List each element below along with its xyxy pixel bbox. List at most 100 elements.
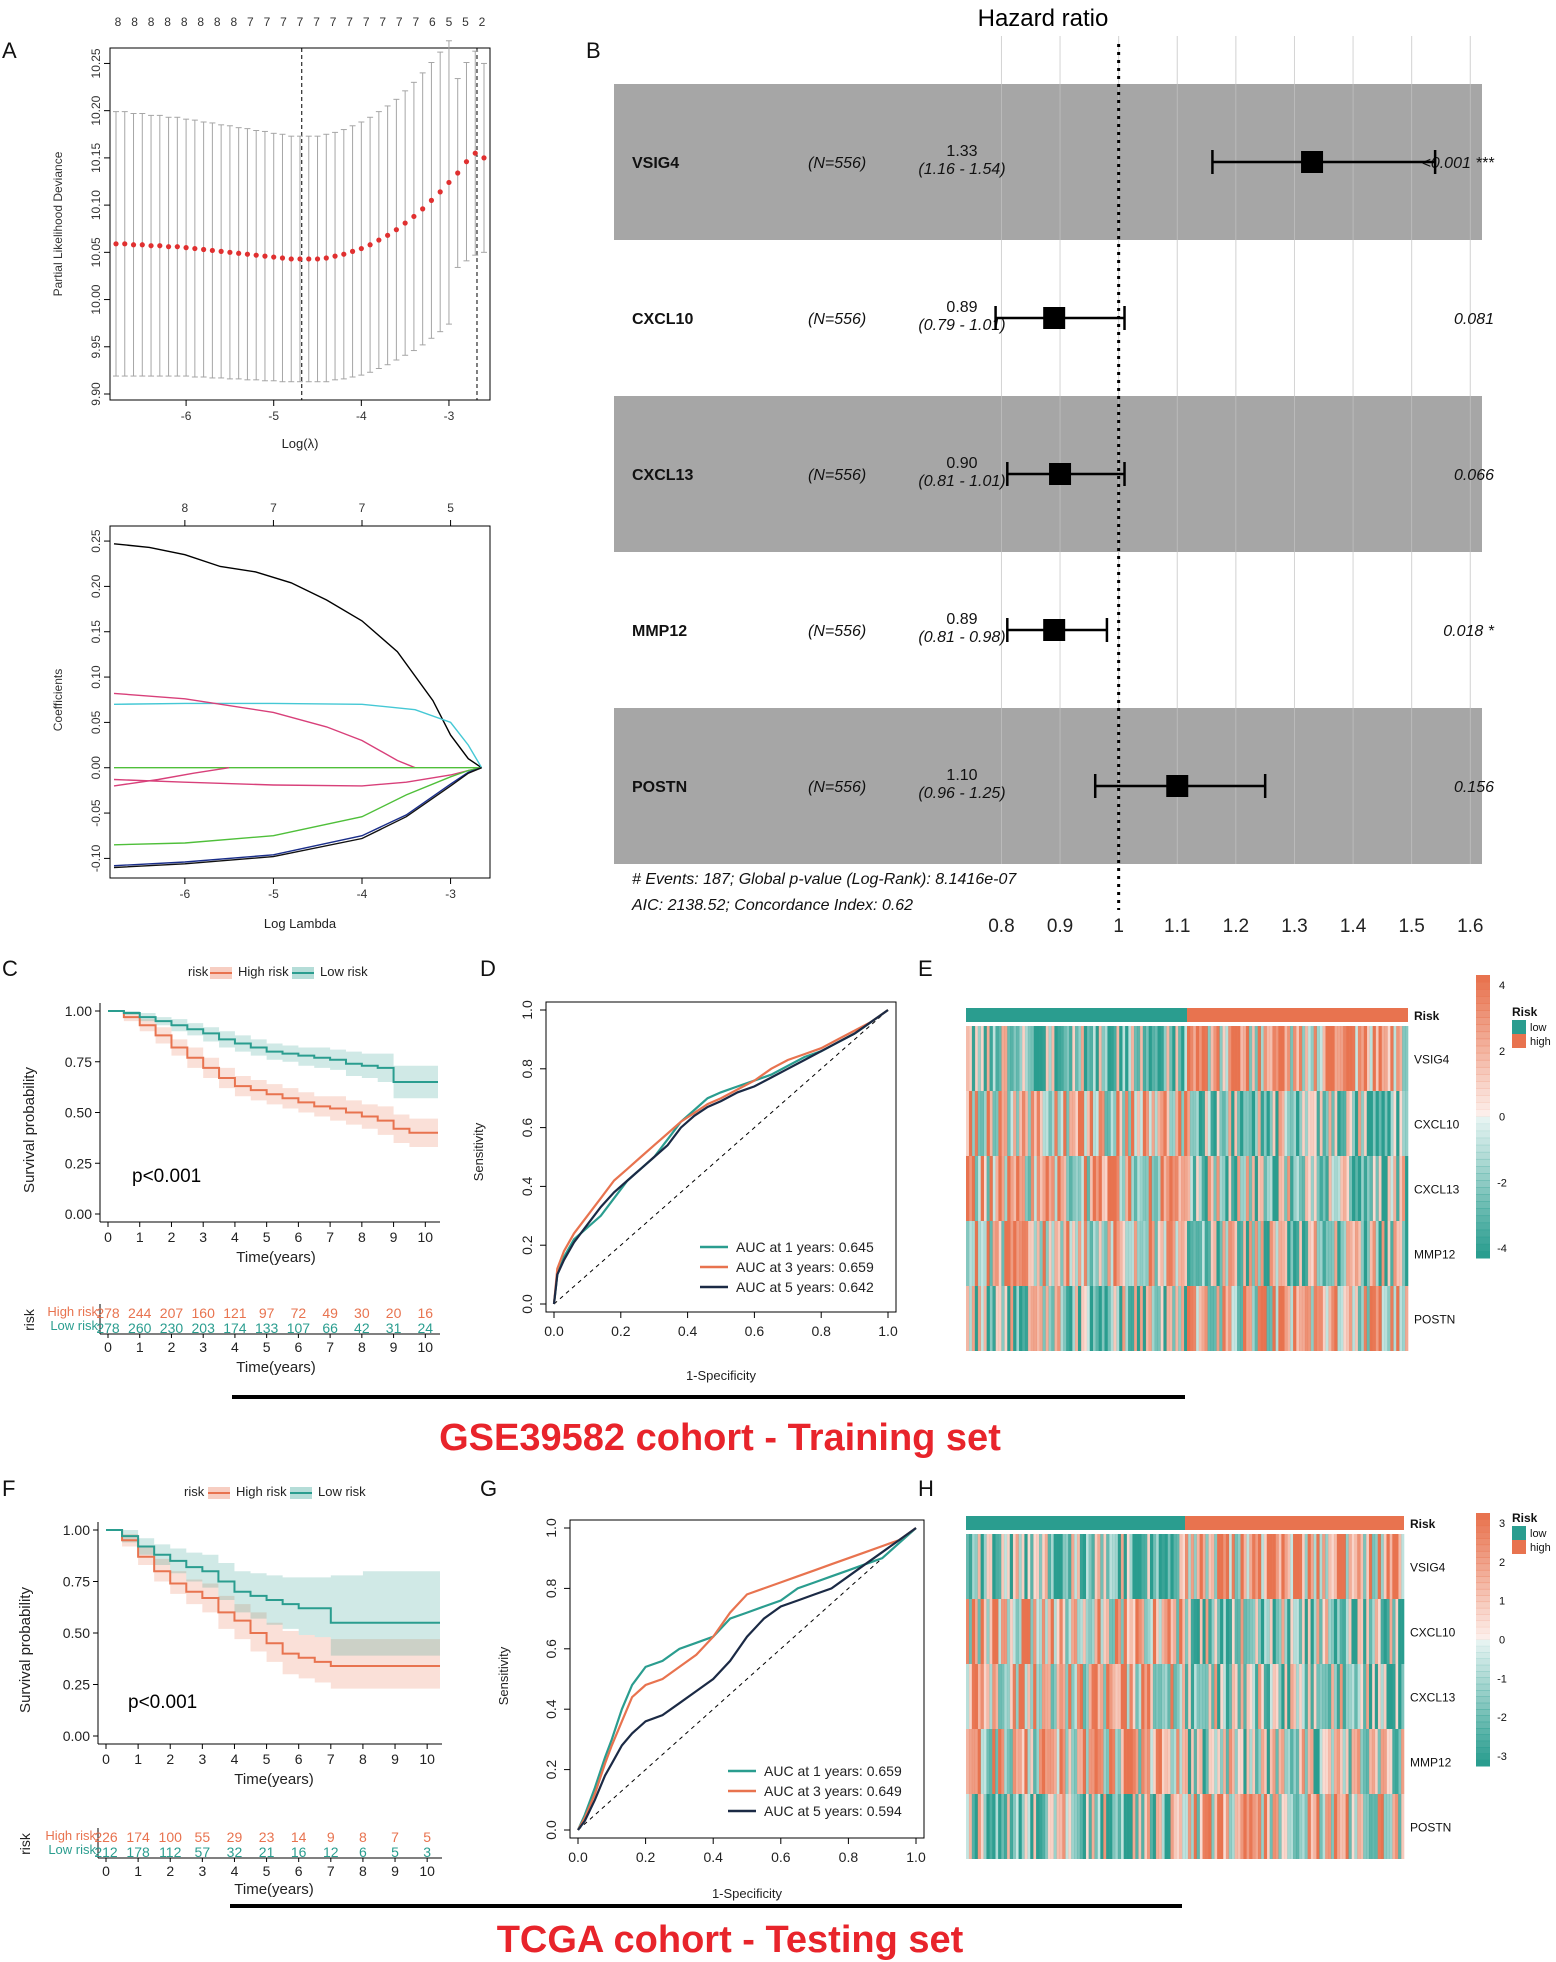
top-count-label: 7 <box>330 15 337 29</box>
top-count-label: 7 <box>412 15 419 29</box>
color-scale-step <box>1476 1519 1490 1527</box>
heatmap-cell <box>1119 1091 1123 1156</box>
heatmap-cell <box>1189 1026 1194 1091</box>
y-tick-label: 1.00 <box>63 1522 90 1538</box>
heatmap-cell <box>1339 1534 1343 1599</box>
heatmap-cell <box>1325 1729 1329 1794</box>
heatmap-cell <box>1152 1729 1157 1794</box>
heatmap-cell <box>1351 1599 1355 1664</box>
x-tick-label: 1.3 <box>1281 916 1307 937</box>
heatmap-cell <box>1044 1599 1049 1664</box>
heatmap-cell <box>1346 1026 1350 1091</box>
heatmap-cell <box>1027 1534 1031 1599</box>
heatmap-cell <box>1260 1156 1264 1221</box>
heatmap-cell <box>1222 1729 1227 1794</box>
heatmap-cell <box>966 1286 970 1351</box>
heatmap-cell <box>1135 1794 1139 1859</box>
heatmap-cell <box>1185 1599 1189 1664</box>
heatmap-cell <box>1325 1794 1329 1859</box>
risk-table-x-tick: 3 <box>198 1863 206 1879</box>
heatmap-cell <box>1189 1091 1194 1156</box>
heatmap-cell <box>1210 1156 1214 1221</box>
color-scale-step <box>1476 1709 1490 1716</box>
heatmap-cell <box>1187 1729 1192 1794</box>
heatmap-cell <box>1219 1091 1223 1156</box>
heatmap-cell <box>1166 1221 1170 1286</box>
heatmap-cell <box>995 1026 999 1091</box>
forest-title: Hazard ratio <box>978 5 1109 32</box>
heatmap-cell <box>1390 1286 1394 1351</box>
heatmap-cell <box>1007 1091 1011 1156</box>
heatmap-cell <box>1192 1026 1197 1091</box>
deviance-point <box>420 206 426 212</box>
heatmap-cell <box>1120 1794 1124 1859</box>
heatmap-cell <box>1024 1286 1029 1351</box>
y-tick-label: 0.25 <box>89 529 103 553</box>
heatmap-cell <box>1145 1091 1149 1156</box>
heatmap-cell <box>1284 1729 1288 1794</box>
heatmap-cell <box>1375 1221 1379 1286</box>
heatmap-cell <box>1313 1599 1317 1664</box>
heatmap-cell <box>1192 1286 1197 1351</box>
heatmap-cell <box>1169 1156 1173 1221</box>
heatmap-cell <box>1136 1091 1141 1156</box>
heatmap-cell <box>1266 1286 1270 1351</box>
top-count-label: 7 <box>247 15 254 29</box>
heatmap-cell <box>1284 1091 1288 1156</box>
x-tick-label: 1.5 <box>1398 916 1424 937</box>
heatmap-cell <box>977 1729 981 1794</box>
heatmap-cell <box>1363 1729 1367 1794</box>
heatmap-cell <box>1216 1221 1220 1286</box>
heatmap-cell <box>1141 1534 1145 1599</box>
color-scale-step <box>1476 1601 1490 1609</box>
risk-count-low: 203 <box>192 1320 216 1336</box>
heatmap-cell <box>1071 1534 1075 1599</box>
y-tick-label: 0.00 <box>89 756 103 780</box>
heatmap-cell <box>1205 1664 1209 1729</box>
heatmap-cell <box>1054 1156 1058 1221</box>
heatmap-cell <box>1331 1729 1335 1794</box>
heatmap-cell <box>1257 1221 1261 1286</box>
heatmap-cell <box>1392 1599 1396 1664</box>
panel-e-heatmap-training: RiskVSIG4CXCL10CXCL13MMP12POSTN420-2-4Ri… <box>966 975 1551 1351</box>
heatmap-cell <box>1290 1599 1294 1664</box>
heatmap-cell <box>1175 1286 1179 1351</box>
color-scale-step <box>1476 1081 1490 1089</box>
heatmap-cell <box>1313 1026 1317 1091</box>
heatmap-cell <box>1135 1664 1139 1729</box>
heatmap-cell <box>1242 1091 1247 1156</box>
heatmap-cell <box>1372 1286 1376 1351</box>
y-axis-label: Survival probability <box>21 1067 38 1193</box>
heatmap-cell <box>1021 1091 1026 1156</box>
top-count-label: 8 <box>131 15 138 29</box>
heatmap-cell <box>1163 1286 1167 1351</box>
heatmap-cell <box>989 1664 993 1729</box>
heatmap-cell <box>1343 1026 1347 1091</box>
risk-count-low: 31 <box>386 1320 402 1336</box>
heatmap-cell <box>1240 1534 1244 1599</box>
risk-count-low: 6 <box>359 1844 367 1860</box>
heatmap-cell <box>1336 1664 1341 1729</box>
risk-table-x-tick: 1 <box>134 1863 142 1879</box>
heatmap-cell <box>1085 1729 1089 1794</box>
risk-count-low: 278 <box>96 1320 120 1336</box>
heatmap-cell <box>1378 1026 1382 1091</box>
heatmap-cell <box>1217 1794 1221 1859</box>
heatmap-cell <box>1372 1156 1376 1221</box>
heatmap-cell <box>1319 1091 1323 1156</box>
heatmap-cell <box>1387 1221 1391 1286</box>
heatmap-cell <box>1104 1221 1108 1286</box>
heatmap-cell <box>1222 1664 1227 1729</box>
heatmap-cell <box>1240 1599 1244 1664</box>
heatmap-cell <box>1354 1534 1358 1599</box>
heatmap-cell <box>1348 1599 1352 1664</box>
y-tick-label: 0.50 <box>65 1105 92 1121</box>
heatmap-cell <box>1319 1534 1323 1599</box>
x-tick-label: 0.0 <box>568 1849 588 1865</box>
heatmap-cell <box>1196 1599 1200 1664</box>
heatmap-cell <box>1346 1091 1350 1156</box>
heatmap-cell <box>971 1286 976 1351</box>
deviance-point <box>227 249 233 255</box>
heatmap-cell <box>1263 1286 1267 1351</box>
heatmap-cell <box>1079 1534 1084 1599</box>
